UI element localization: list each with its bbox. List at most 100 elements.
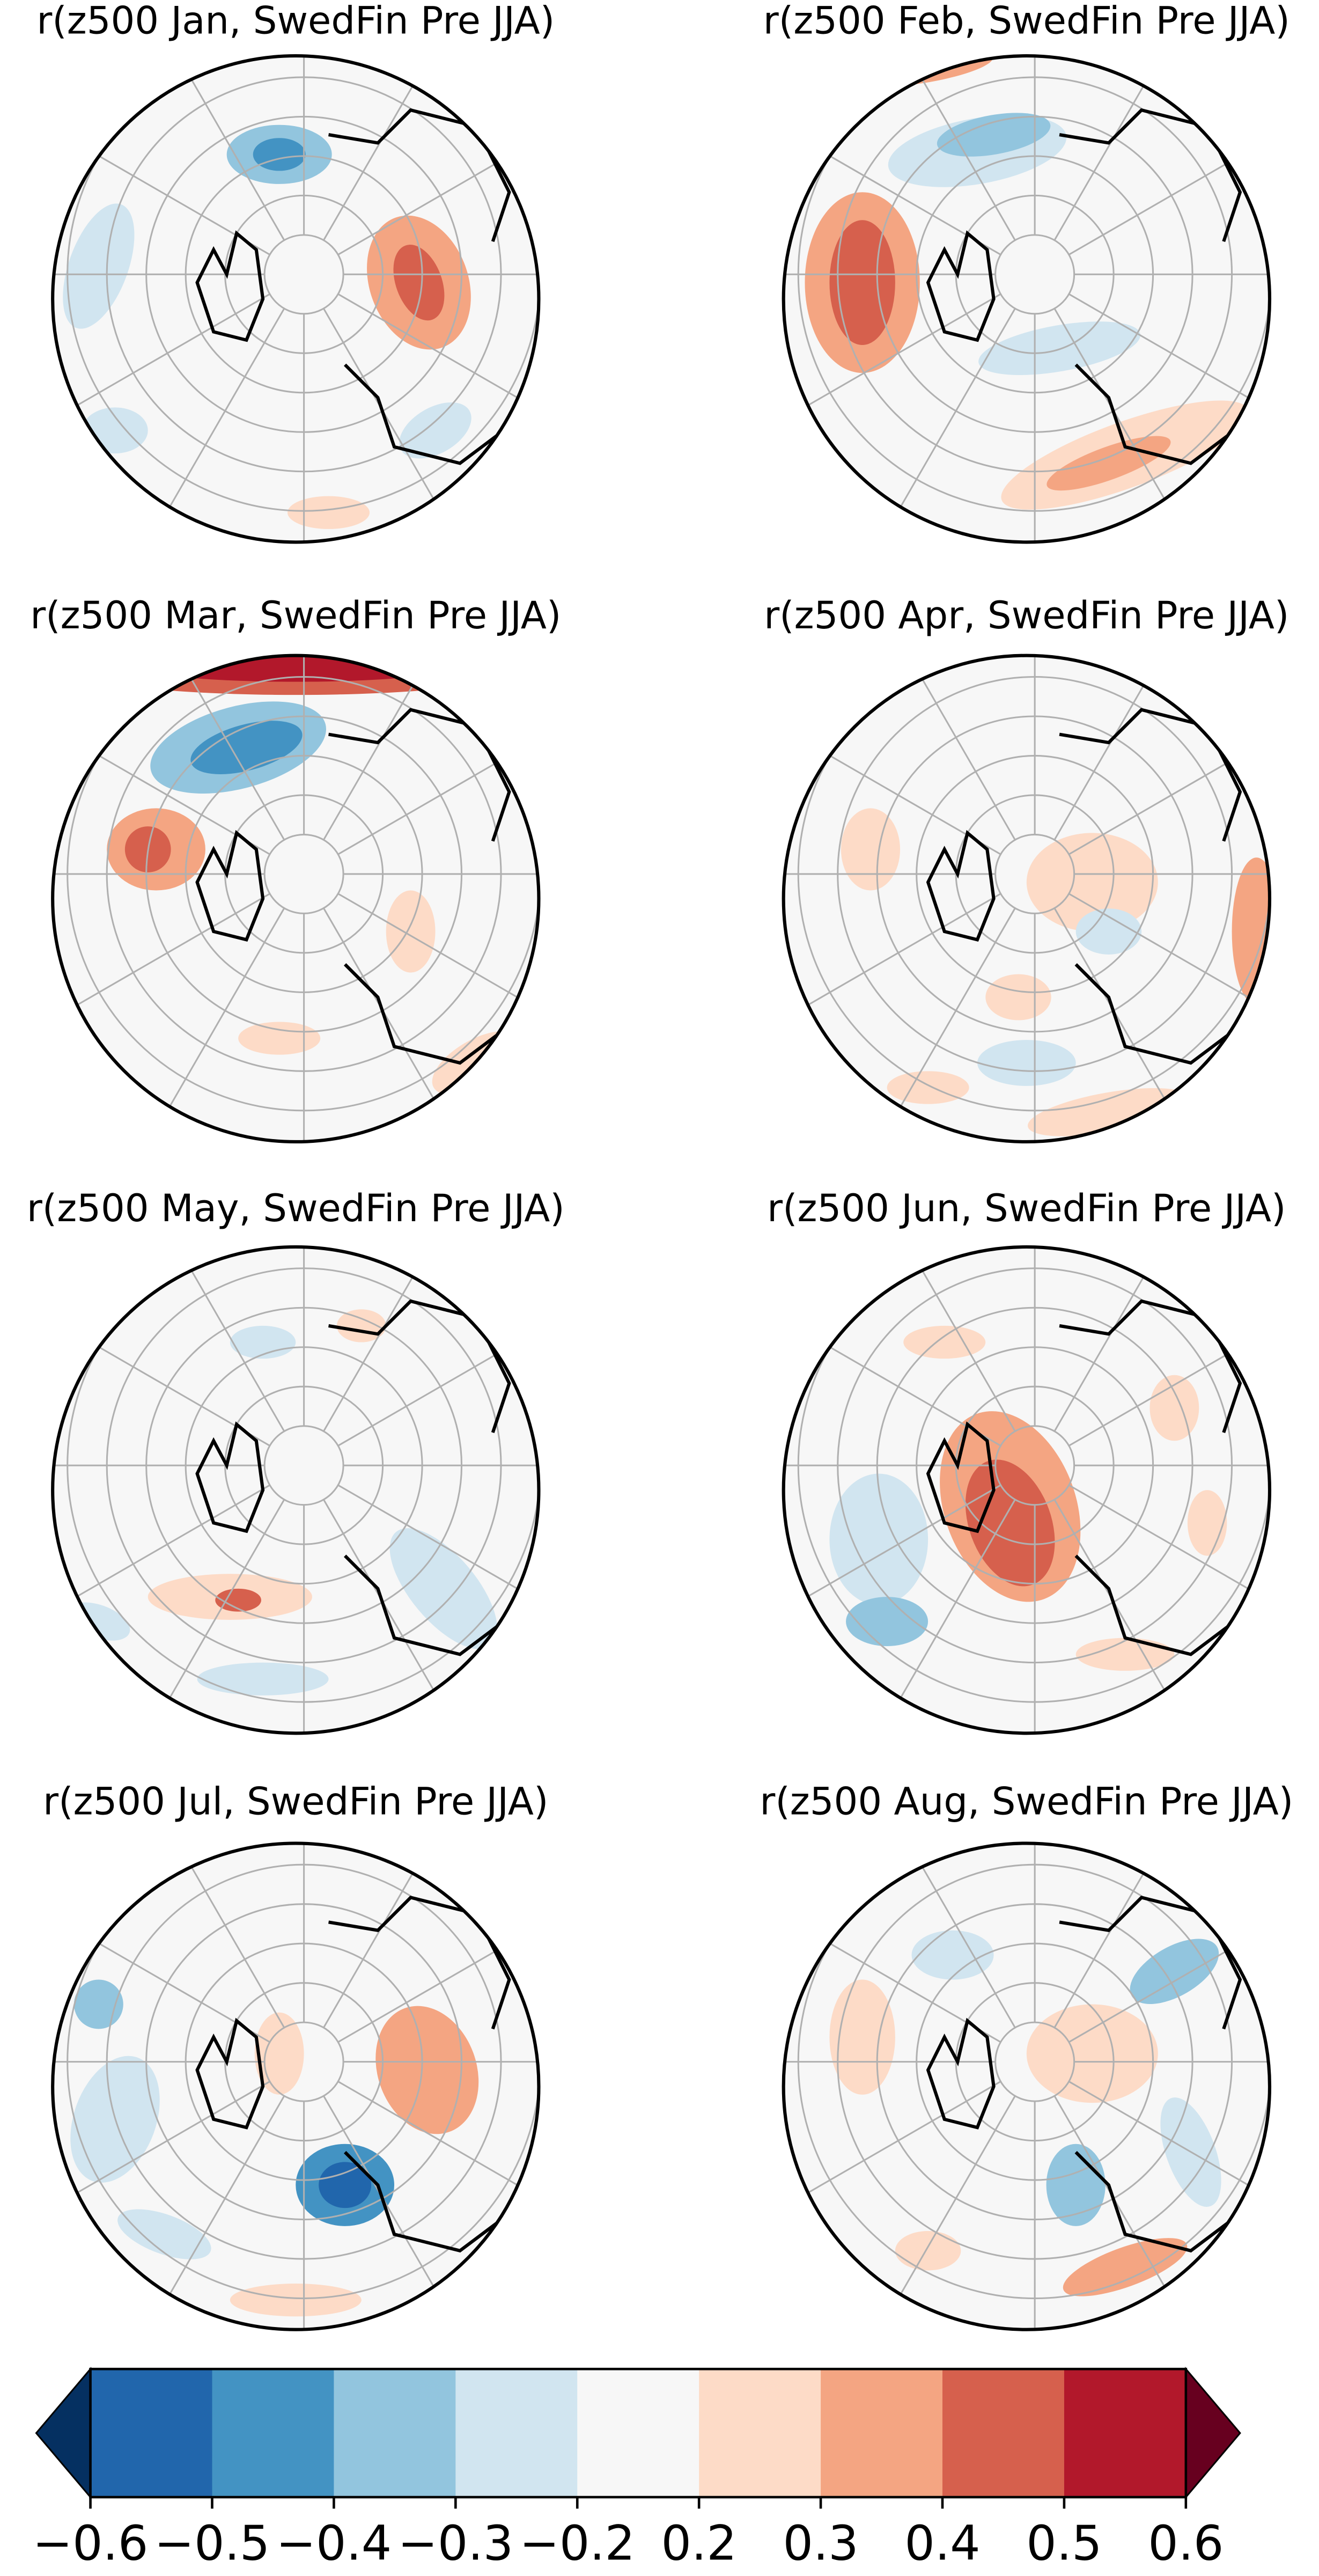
coastline [195,1896,527,2253]
colorbar-extend-under [35,2367,92,2500]
meridian [820,907,1016,1142]
map-border [782,654,1272,1144]
colorbar-bin [334,2369,456,2498]
anomaly [1075,1638,1175,1671]
meridian [1053,1499,1249,1734]
meridian [90,308,285,542]
anomaly [389,1528,498,1649]
anomaly [985,974,1051,1021]
anomaly [386,890,436,973]
colorbar-bin [1064,2369,1187,2498]
meridian [783,659,1001,855]
anomaly [903,1325,986,1359]
meridian [783,2081,1001,2277]
meridian [1053,907,1249,1142]
anomaly [1187,1490,1227,1556]
map [53,1246,539,1734]
meridian [337,1484,539,1680]
tick-label: 0.3 [783,2515,858,2571]
coastline [926,1299,1258,1656]
anomaly [287,496,370,529]
anomaly [841,808,901,891]
colorbar-bin [821,2369,944,2498]
tick-label: 0.5 [1026,2515,1102,2571]
meridian [90,1499,285,1734]
map-background [783,655,1270,1142]
colorbar-bin [577,2369,700,2498]
anomaly [895,2231,961,2271]
panel-title: r(z500 Jan, SwedFin Pre JJA) [36,0,555,42]
colorbar-bin [699,2369,822,2498]
anomaly [911,1930,994,1980]
anomaly [1026,2004,1158,2103]
tick-label: −0.3 [398,2515,514,2571]
anomaly [375,2006,479,2134]
meridian [90,907,285,1142]
tick-label: 0.4 [904,2515,980,2571]
coastline [926,1896,1258,2253]
anomaly [829,1979,895,2095]
anomaly [117,2209,211,2259]
panel-title: r(z500 Aug, SwedFin Pre JJA) [760,1779,1293,1823]
meridian [1069,293,1270,489]
meridian [53,1251,270,1447]
meridian [53,60,270,255]
tick-label: −0.6 [33,2515,149,2571]
map-border [51,1841,541,2331]
map-background [53,1843,539,2330]
coastline [195,708,527,1065]
anomaly [319,2162,372,2208]
colorbar-bin [455,2369,578,2498]
panel-title: r(z500 Jun, SwedFin Pre JJA) [767,1186,1286,1230]
map-border [51,654,541,1144]
anomaly [393,245,445,321]
anomaly [230,2283,362,2317]
anomaly [978,321,1141,376]
colorbar-extend-over [1185,2367,1241,2500]
meridian [53,1847,270,2043]
map-border [782,54,1272,544]
meridian [323,907,518,1142]
meridian [53,893,270,1089]
meridian [1069,2081,1270,2277]
map-border [782,1245,1272,1735]
coastline [926,108,1258,465]
anomaly [937,113,1051,157]
panel-title: r(z500 May, SwedFin Pre JJA) [27,1186,565,1230]
map [783,655,1270,1142]
meridian [337,893,539,1089]
anomaly [215,1588,261,1612]
map-border [51,54,541,544]
meridian [53,1484,270,1680]
map [783,1843,1270,2330]
meridian [337,2081,539,2277]
tick-label: 0.6 [1148,2515,1224,2571]
anomaly [399,402,471,459]
anomaly [887,1071,969,1104]
anomaly [190,721,303,774]
meridian [53,659,270,855]
meridian [820,2095,1016,2330]
colorbar-bin [942,2369,1065,2498]
anomaly [73,1979,123,2029]
anomaly [1046,2144,1106,2226]
meridian [783,60,1001,255]
map [53,1843,539,2330]
meridian [783,1484,1001,1680]
panel-title: r(z500 Feb, SwedFin Pre JJA) [763,0,1290,42]
map-border [51,1245,541,1735]
tick-label: −0.5 [154,2515,270,2571]
anomaly [253,138,306,171]
meridian [820,308,1016,542]
meridian [783,1251,1001,1447]
tick-label: 0.2 [661,2515,737,2571]
meridian [783,293,1001,489]
meridian [1069,1484,1270,1680]
meridian [337,293,539,489]
anomaly [965,1459,1055,1587]
meridian [323,308,518,542]
map [53,655,539,1142]
meridian [90,2095,285,2330]
